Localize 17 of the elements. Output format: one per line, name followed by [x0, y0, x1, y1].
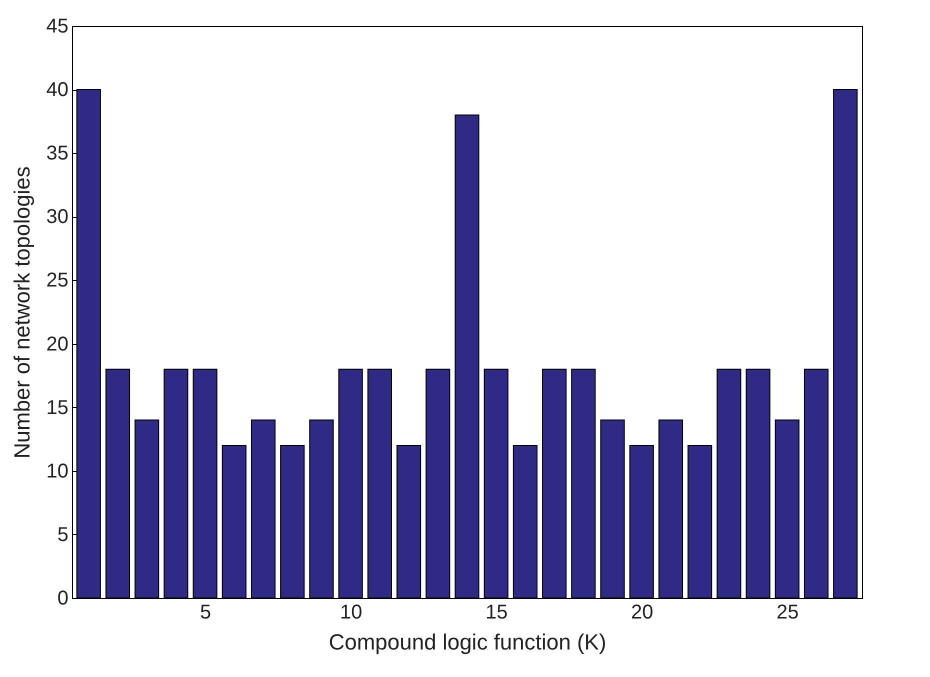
x-tick-label: 15 — [485, 602, 508, 624]
y-tick-label: 5 — [57, 524, 68, 546]
y-tick-label: 30 — [46, 206, 68, 228]
y-tick-label: 40 — [46, 79, 68, 102]
y-tick-label: 45 — [46, 16, 68, 38]
y-tick-label: 25 — [46, 270, 68, 292]
y-axis-title: Number of network topologies — [9, 166, 34, 459]
x-tick-label: 20 — [631, 602, 654, 624]
x-tick-label: 25 — [776, 602, 799, 624]
y-tick-label: 0 — [57, 588, 68, 610]
x-tick-label: 5 — [200, 602, 212, 624]
x-tick-label: 10 — [340, 602, 362, 624]
y-tick-label: 15 — [46, 396, 68, 419]
y-tick-label: 10 — [46, 460, 68, 482]
y-tick-label: 35 — [46, 142, 68, 165]
y-tick-label: 20 — [46, 333, 68, 356]
x-axis-title: Compound logic function (K) — [328, 630, 606, 654]
